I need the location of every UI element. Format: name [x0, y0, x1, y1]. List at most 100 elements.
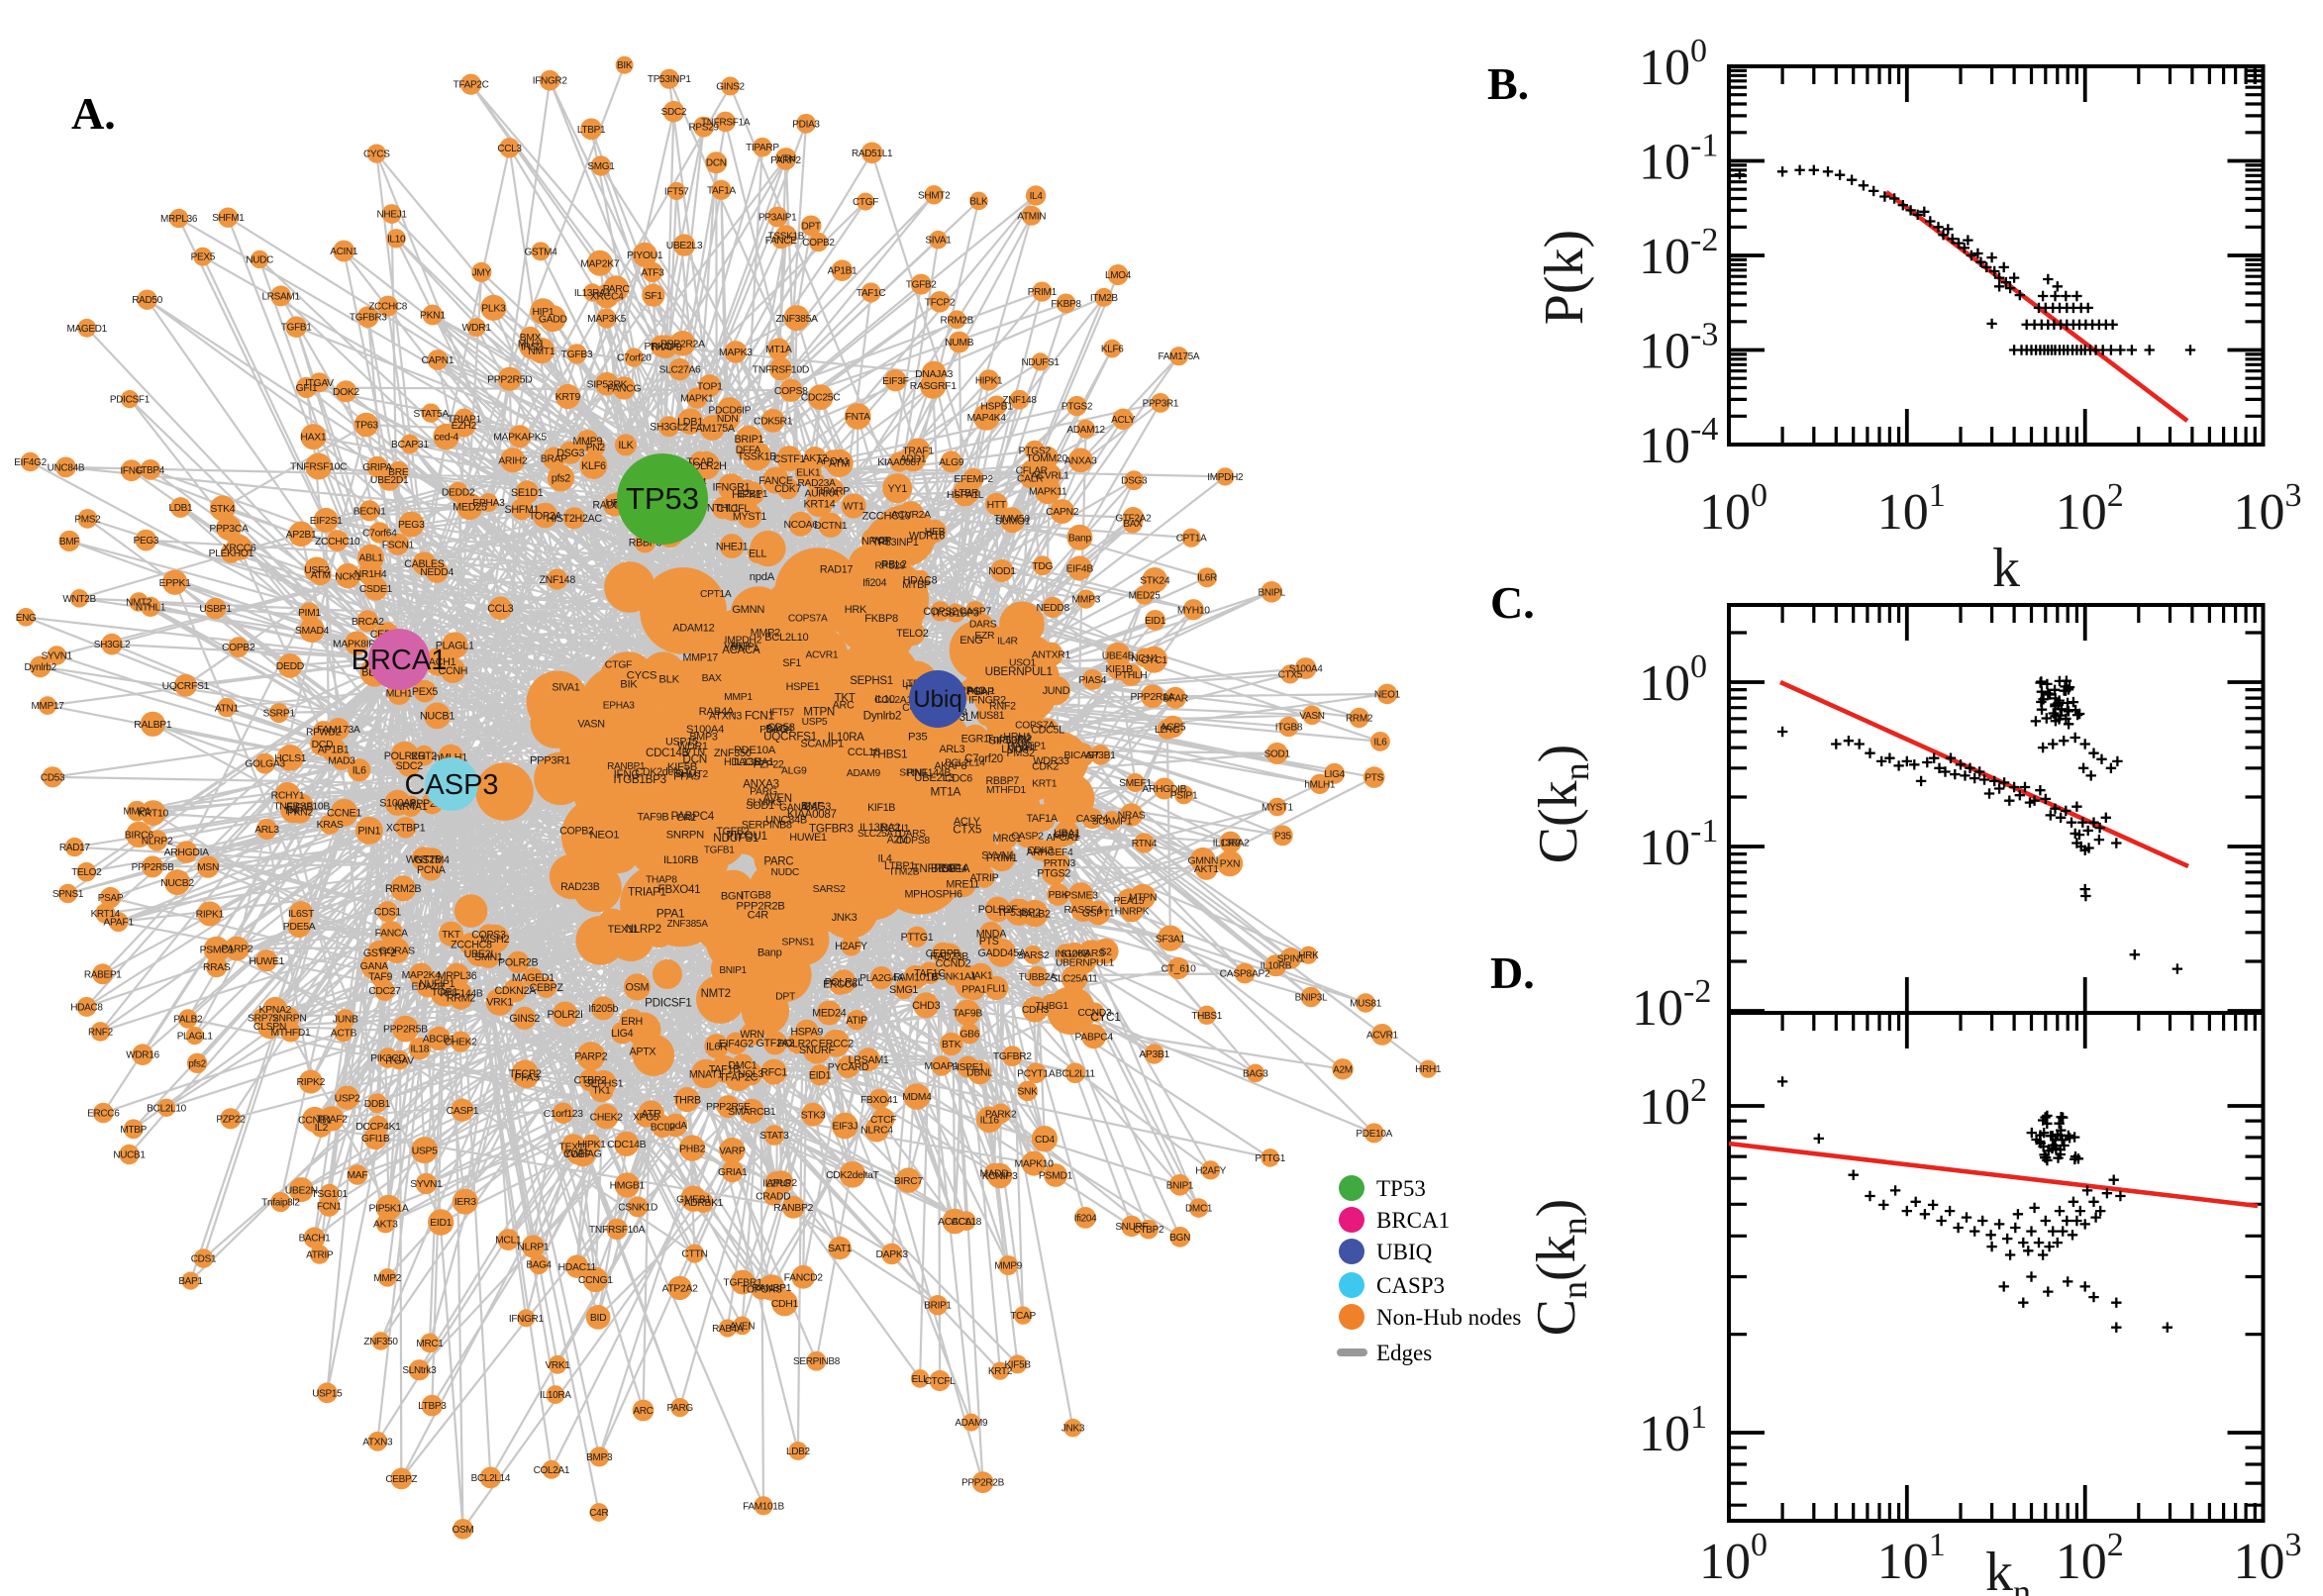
svg-text:HSPA1L: HSPA1L — [947, 490, 984, 501]
svg-text:EID1: EID1 — [430, 1218, 452, 1229]
svg-text:GORAS: GORAS — [379, 947, 415, 957]
svg-text:ACACA: ACACA — [722, 645, 760, 656]
svg-text:AVEN: AVEN — [730, 1321, 755, 1332]
svg-text:APAF1: APAF1 — [103, 918, 134, 929]
svg-text:PRKCH: PRKCH — [645, 342, 679, 352]
svg-text:TP53: TP53 — [1376, 1176, 1426, 1201]
svg-text:GFI1B: GFI1B — [361, 1134, 390, 1145]
svg-text:ELK1: ELK1 — [796, 468, 821, 479]
svg-text:FKBP8: FKBP8 — [864, 613, 898, 625]
svg-text:GANA: GANA — [360, 961, 389, 972]
svg-text:IL10: IL10 — [387, 234, 406, 245]
svg-text:S100A4: S100A4 — [1289, 664, 1324, 675]
svg-text:PARG: PARG — [666, 1403, 693, 1414]
svg-text:SH3GL2: SH3GL2 — [94, 640, 131, 650]
svg-text:PXN: PXN — [1220, 859, 1240, 870]
svg-text:SIVA1: SIVA1 — [925, 236, 952, 247]
svg-text:Dynlrb2: Dynlrb2 — [863, 709, 902, 723]
svg-text:CT_610: CT_610 — [1162, 964, 1196, 975]
svg-text:FANCE: FANCE — [758, 475, 793, 487]
svg-text:USP15: USP15 — [312, 1388, 343, 1399]
svg-text:IL6R: IL6R — [706, 1041, 728, 1052]
svg-text:GMNN: GMNN — [1188, 855, 1219, 866]
svg-text:JAK1: JAK1 — [969, 970, 993, 981]
svg-text:LTBR: LTBR — [955, 488, 979, 499]
svg-text:CCND2: CCND2 — [936, 957, 971, 969]
svg-text:GB6: GB6 — [960, 1030, 979, 1041]
svg-text:TNFRSF10A: TNFRSF10A — [589, 1225, 646, 1236]
svg-text:CDK7: CDK7 — [774, 483, 801, 495]
svg-text:NR1H4: NR1H4 — [354, 569, 387, 580]
svg-text:P35: P35 — [908, 731, 927, 743]
svg-text:THBS1: THBS1 — [1191, 1011, 1222, 1022]
svg-text:UBE2N: UBE2N — [285, 1185, 318, 1196]
svg-text:ADAM9: ADAM9 — [955, 1418, 988, 1429]
svg-text:MAGED1: MAGED1 — [66, 324, 107, 335]
svg-text:CYC1: CYC1 — [1141, 655, 1167, 666]
svg-text:MAPK10: MAPK10 — [1014, 1159, 1054, 1170]
svg-text:HNRPK: HNRPK — [1115, 907, 1150, 918]
svg-text:RTN4: RTN4 — [1132, 839, 1158, 849]
svg-text:RBBP7: RBBP7 — [986, 775, 1020, 787]
svg-text:SYVN1: SYVN1 — [42, 651, 73, 662]
svg-text:HEB: HEB — [925, 527, 946, 538]
svg-text:ITGB8: ITGB8 — [741, 890, 771, 902]
svg-text:CEBPZ: CEBPZ — [385, 1474, 417, 1485]
svg-text:SAT1: SAT1 — [828, 1244, 853, 1254]
svg-text:CYC1: CYC1 — [1090, 1010, 1120, 1024]
svg-text:SLNtrk3: SLNtrk3 — [402, 1365, 437, 1376]
svg-text:TGFB2: TGFB2 — [716, 826, 749, 838]
svg-text:C.: C. — [1490, 577, 1535, 628]
svg-text:PZP22: PZP22 — [216, 1114, 246, 1125]
svg-text:AVEN: AVEN — [762, 793, 791, 805]
svg-text:PARP2: PARP2 — [574, 1051, 607, 1063]
svg-text:GPS1: GPS1 — [1054, 830, 1080, 841]
svg-text:PHB2: PHB2 — [679, 1144, 705, 1154]
svg-text:CDKN2A: CDKN2A — [495, 985, 538, 997]
svg-text:BNIP1: BNIP1 — [1166, 1180, 1194, 1191]
svg-text:ATF3: ATF3 — [641, 267, 664, 278]
svg-text:IL16: IL16 — [980, 1115, 1000, 1126]
svg-text:SCAMP1: SCAMP1 — [800, 738, 844, 749]
svg-text:NUFIP1: NUFIP1 — [419, 978, 454, 990]
svg-text:CCNG1: CCNG1 — [578, 1275, 613, 1286]
svg-text:AP1B1: AP1B1 — [828, 266, 858, 277]
svg-text:PPP2R1A: PPP2R1A — [1130, 692, 1174, 703]
svg-text:KRT2: KRT2 — [988, 1366, 1013, 1377]
svg-text:ACACA: ACACA — [938, 1217, 972, 1228]
svg-text:IL2: IL2 — [315, 1123, 329, 1134]
svg-text:TAF9B: TAF9B — [638, 812, 669, 824]
svg-text:PPP2R5D: PPP2R5D — [487, 374, 532, 385]
svg-text:IL6R: IL6R — [1197, 573, 1217, 584]
svg-text:ATP2A2: ATP2A2 — [661, 1284, 698, 1295]
svg-text:FAM175A: FAM175A — [1158, 351, 1199, 362]
svg-text:NLRC4: NLRC4 — [860, 1126, 893, 1137]
svg-text:PLK3: PLK3 — [481, 304, 506, 315]
svg-text:PIM1: PIM1 — [298, 608, 321, 619]
svg-text:COPB2: COPB2 — [559, 826, 594, 838]
svg-text:ACVR1: ACVR1 — [805, 649, 838, 660]
svg-text:IFNG: IFNG — [120, 466, 143, 477]
svg-text:SNK: SNK — [1017, 1087, 1038, 1098]
svg-text:SMN1: SMN1 — [474, 951, 503, 963]
svg-text:DNAJA3: DNAJA3 — [915, 369, 954, 380]
svg-text:APOA1: APOA1 — [817, 456, 850, 467]
svg-text:PPP3R1: PPP3R1 — [1143, 398, 1179, 409]
svg-text:DCN: DCN — [706, 158, 727, 169]
svg-text:RRM2: RRM2 — [447, 992, 475, 1004]
svg-text:HUWE1: HUWE1 — [789, 832, 827, 844]
svg-text:PTTG1: PTTG1 — [1255, 1153, 1285, 1164]
svg-text:TP53: TP53 — [626, 481, 699, 516]
svg-text:IL2RG: IL2RG — [762, 1178, 791, 1189]
svg-text:USF2: USF2 — [304, 565, 330, 576]
svg-text:EIF3F: EIF3F — [882, 376, 909, 387]
svg-text:ABCB1: ABCB1 — [423, 1035, 455, 1046]
svg-text:Ubiq: Ubiq — [913, 686, 961, 713]
svg-text:UQCRFS1: UQCRFS1 — [763, 731, 817, 744]
svg-text:ATRIP: ATRIP — [970, 872, 999, 884]
svg-text:IFNG: IFNG — [614, 768, 641, 781]
svg-text:P35: P35 — [1274, 831, 1292, 842]
svg-text:FCN1: FCN1 — [745, 709, 775, 723]
svg-text:A2M: A2M — [1333, 1064, 1353, 1075]
svg-text:MAPK8IP3: MAPK8IP3 — [333, 639, 381, 649]
